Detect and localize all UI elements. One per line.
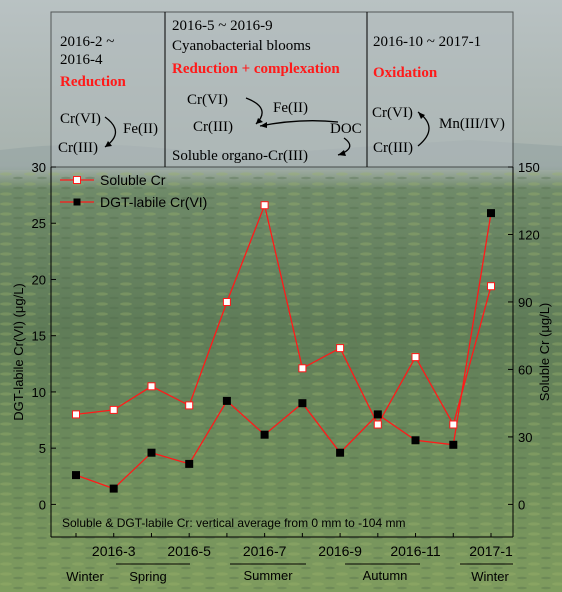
right-tick-label-0: 0 xyxy=(518,497,525,512)
series-0-point-4 xyxy=(222,298,231,306)
panel3-process: Oxidation xyxy=(373,65,438,81)
season-autumn: Autumn xyxy=(363,568,408,583)
panel2-organo-cr3: Soluble organo-Cr(III) xyxy=(172,148,308,164)
panel2-process: Reduction + complexation xyxy=(172,61,340,77)
panel1-fe2: Fe(II) xyxy=(123,121,158,137)
left-axis-label: DGT-labile Cr(VI) (μg/L) xyxy=(11,283,26,421)
right-tick-label-4: 120 xyxy=(518,227,540,242)
legend: Soluble Cr DGT-labile Cr(VI) xyxy=(60,172,207,210)
panel3-mn: Mn(III/IV) xyxy=(439,116,505,132)
panel2-fe2: Fe(II) xyxy=(273,100,308,116)
chart-note: Soluble & DGT-labile Cr: vertical averag… xyxy=(62,516,405,530)
series-1-point-9 xyxy=(411,436,420,445)
right-tick-label-5: 150 xyxy=(518,160,540,175)
x-tick-label-4: 2016-11 xyxy=(390,543,441,559)
series-line-1 xyxy=(75,212,492,490)
panel1-process: Reduction xyxy=(60,74,126,90)
series-1-point-8 xyxy=(373,410,382,419)
algae-texture xyxy=(0,170,562,592)
series-1-point-3 xyxy=(185,459,194,468)
panel3-cr3: Cr(III) xyxy=(373,140,413,156)
panel2-arrowhead-complex xyxy=(338,150,346,156)
left-tick-label-3: 15 xyxy=(32,329,46,344)
series-0-point-5 xyxy=(260,201,269,210)
x-tick-label-3: 2016-9 xyxy=(318,543,362,559)
panel2-arrow-doc xyxy=(259,120,339,127)
x-tick-label-1: 2016-5 xyxy=(167,543,211,559)
season-winter-start: Winter xyxy=(66,569,104,584)
series-0-point-0 xyxy=(72,410,80,419)
mechanism-panels: 2016-2 ~ 2016-4 Reduction Cr(VI) Cr(III)… xyxy=(50,11,514,168)
panel3-arrowhead xyxy=(418,112,425,119)
series-0-point-1 xyxy=(109,405,118,414)
right-axis-ticks: 0 30 60 90 120 150 xyxy=(508,160,540,512)
left-tick-label-4: 20 xyxy=(32,272,46,287)
panel1-arrowhead xyxy=(105,141,112,147)
left-tick-label-2: 10 xyxy=(32,385,46,400)
right-tick-label-2: 60 xyxy=(518,362,532,377)
series-1-point-6 xyxy=(298,399,307,408)
season-winter-end: Winter xyxy=(471,569,509,584)
legend-marker-soluble xyxy=(73,176,81,184)
series-0-point-7 xyxy=(336,344,345,353)
x-axis-ticks: 2016-3 2016-5 2016-7 2016-9 2016-11 2017-1 xyxy=(75,533,513,559)
series-0-point-6 xyxy=(298,364,307,373)
series-1-point-10 xyxy=(449,440,458,449)
series-0-point-11 xyxy=(487,282,495,291)
panel3-period: 2016-10 ~ 2017-1 xyxy=(373,34,481,50)
panel2-arrowhead-doc xyxy=(260,122,267,128)
panel3-cr6: Cr(VI) xyxy=(372,105,413,121)
right-tick-label-1: 30 xyxy=(518,430,532,445)
series-1-point-11 xyxy=(487,209,495,218)
x-tick-label-0: 2016-3 xyxy=(92,543,136,559)
panel-frame xyxy=(50,11,514,168)
panel1-cr6: Cr(VI) xyxy=(60,111,101,127)
season-spring: Spring xyxy=(129,569,167,584)
legend-label-dgt: DGT-labile Cr(VI) xyxy=(100,194,207,210)
series-1-point-2 xyxy=(147,448,156,457)
x-tick-label-5: 2017-1 xyxy=(469,543,513,559)
left-tick-label-5: 25 xyxy=(32,216,46,231)
series-1-point-7 xyxy=(336,448,345,457)
series-0-point-3 xyxy=(185,401,194,410)
panel2-doc: DOC xyxy=(330,121,362,137)
series-line-0 xyxy=(75,203,492,427)
panel1-period-line1: 2016-2 ~ xyxy=(60,34,114,50)
legend-marker-dgt xyxy=(73,198,81,206)
series-0-point-8 xyxy=(373,420,382,429)
panel2-subtitle: Cyanobacterial blooms xyxy=(172,38,311,54)
series-1-point-1 xyxy=(109,484,118,493)
left-tick-label-0: 0 xyxy=(39,497,46,512)
panel1-cr3: Cr(III) xyxy=(58,140,98,156)
left-tick-label-1: 5 xyxy=(39,441,46,456)
right-axis-label: Soluble Cr (μg/L) xyxy=(537,303,552,402)
season-summer: Summer xyxy=(243,568,293,583)
series-lines xyxy=(75,203,492,490)
left-tick-label-6: 30 xyxy=(32,160,46,175)
season-labels: Winter Spring Summer Autumn Winter xyxy=(66,563,513,584)
series-1-point-5 xyxy=(260,430,269,439)
left-axis-ticks: 0 5 10 15 20 25 30 xyxy=(32,160,56,512)
x-tick-label-2: 2016-7 xyxy=(243,543,287,559)
legend-label-soluble: Soluble Cr xyxy=(100,172,166,188)
series-1-point-0 xyxy=(72,471,80,480)
series-0-point-9 xyxy=(411,353,420,362)
panel2-cr3: Cr(III) xyxy=(193,119,233,135)
series-0-point-2 xyxy=(147,382,156,391)
series-markers xyxy=(72,201,495,493)
panel2-period: 2016-5 ~ 2016-9 xyxy=(172,18,273,34)
panel1-period-line2: 2016-4 xyxy=(60,52,103,68)
series-0-point-10 xyxy=(449,420,458,429)
series-1-point-4 xyxy=(222,396,231,405)
right-tick-label-3: 90 xyxy=(518,295,532,310)
panel2-arrowhead-reduction xyxy=(256,118,263,124)
panel2-cr6: Cr(VI) xyxy=(187,92,228,108)
